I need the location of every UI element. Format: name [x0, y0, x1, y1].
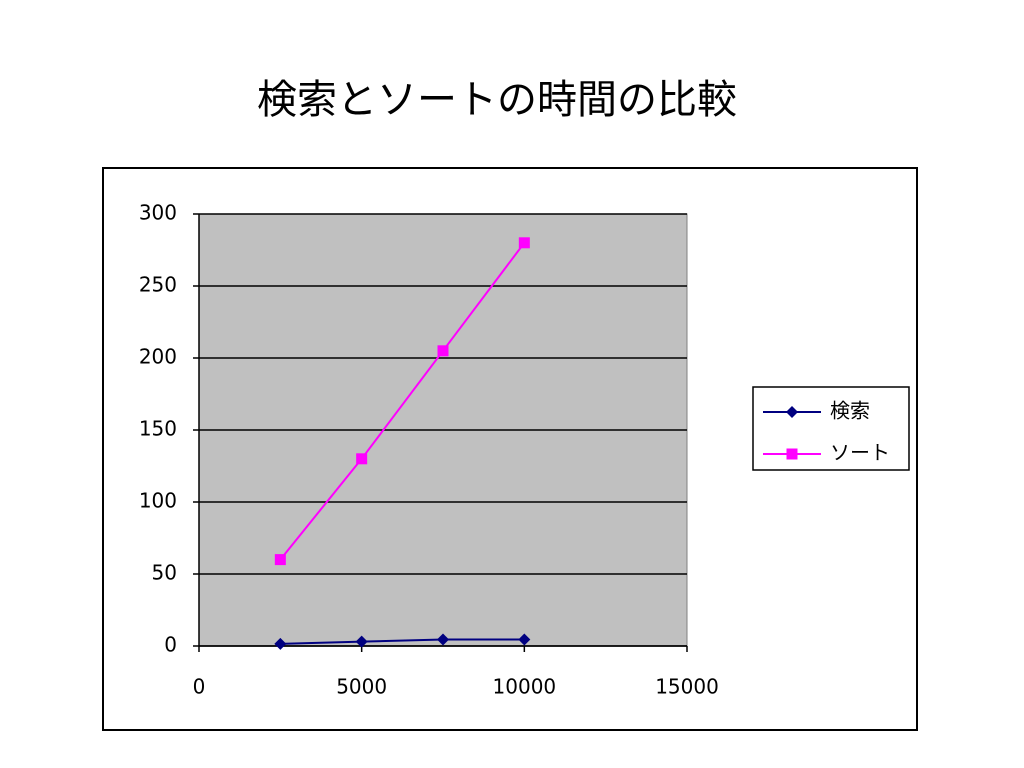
- marker: [437, 345, 449, 357]
- legend-label: ソート: [830, 441, 890, 465]
- marker: [786, 406, 798, 418]
- y-tick-label: 0: [164, 633, 177, 657]
- y-tick-label: 250: [139, 273, 177, 297]
- chart-title: 検索とソートの時間の比較: [257, 77, 737, 123]
- marker: [355, 635, 368, 648]
- marker: [274, 554, 286, 566]
- y-tick-label: 100: [139, 489, 177, 513]
- y-tick-label: 300: [139, 201, 177, 225]
- y-tick-label: 50: [152, 561, 177, 585]
- x-tick-label: 10000: [493, 675, 557, 699]
- x-tick-label: 15000: [655, 675, 719, 699]
- y-tick-label: 200: [139, 345, 177, 369]
- legend: [752, 386, 910, 471]
- y-tick-label: 150: [139, 417, 177, 441]
- legend-label: 検索: [830, 399, 870, 423]
- series-line: [280, 638, 525, 645]
- marker: [274, 637, 287, 650]
- marker: [518, 633, 531, 646]
- series-line: [279, 242, 526, 561]
- marker: [437, 633, 449, 646]
- marker: [356, 453, 368, 465]
- marker: [786, 448, 798, 460]
- x-tick-label: 0: [193, 675, 206, 699]
- marker: [518, 237, 530, 249]
- x-tick-label: 5000: [336, 675, 387, 699]
